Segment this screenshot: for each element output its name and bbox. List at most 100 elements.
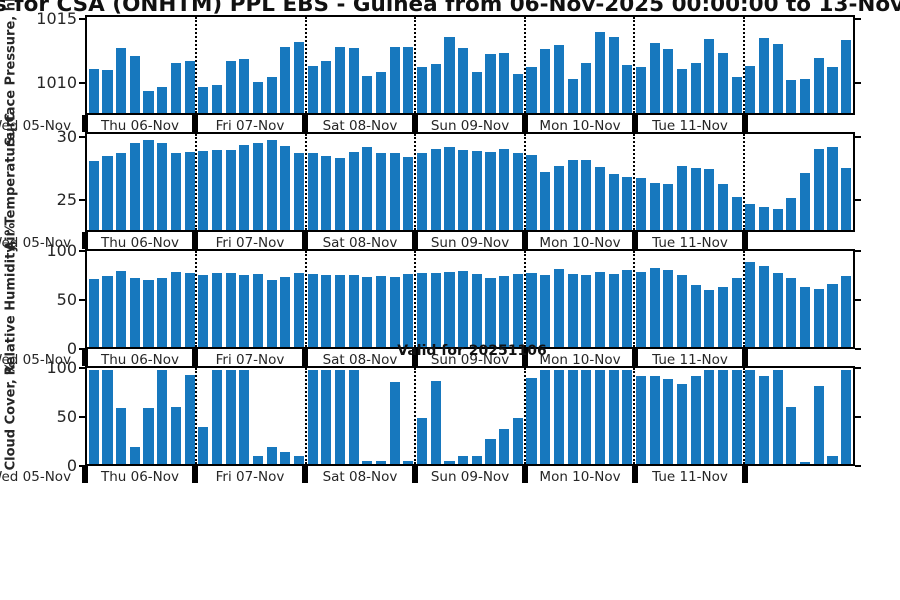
day-tick-label: Sat 08-Nov [322,118,398,134]
surface-pressure-bar [252,82,264,113]
relative-humidity-bar [512,273,523,347]
day-tick-label: Sun 09-Nov [430,469,510,485]
surface-pressure-bar [88,68,99,113]
day-tick-label: Sun 09-Nov [430,118,510,134]
day-tick-label: Sun 09-Nov [430,235,510,251]
cloud-cover-bar [745,369,756,464]
surface-pressure-bar [581,62,592,113]
ytick-mark [855,17,861,20]
air-temperature-bar [116,153,127,230]
day-major-tick [302,349,308,366]
day-major-tick [742,232,748,249]
day-major-tick [632,466,638,483]
day-major-tick [632,349,638,366]
air-temperature-bar [635,177,647,230]
cloud-cover-bar [170,406,181,464]
day-major-tick [82,232,88,249]
day-tick-label: Fri 07-Nov [215,235,285,251]
day-tick-label: Tue 11-Nov [652,235,728,251]
surface-pressure-panel [85,15,855,115]
day-boundary-gridline [523,134,526,230]
cloud-cover-bar [362,461,373,464]
cloud-cover-bar [471,456,482,464]
surface-pressure-bar [690,62,701,113]
air-temperature-bar [540,171,551,230]
day-boundary-gridline [304,134,307,230]
day-tick-label: Fri 07-Nov [215,352,285,368]
day-tick-label: Sat 08-Nov [322,469,398,485]
cloud-cover-bar [198,427,209,464]
day-major-tick [192,232,198,249]
relative-humidity-bar [293,272,305,347]
day-major-tick [412,232,418,249]
relative-humidity-bar [280,277,291,347]
air-temperature-bar [321,155,332,230]
surface-pressure-bar [635,67,647,113]
relative-humidity-bar [170,271,181,347]
day-tick-label: Sun 09-Nov [430,352,510,368]
ytick-mark [855,136,861,139]
leading-day-tick-label: Wed 05-Nov [0,469,72,485]
relative-humidity-bar [362,277,373,347]
relative-humidity-bar [211,272,222,347]
cloud-cover-bar [102,369,113,464]
day-tick-label: Tue 11-Nov [652,118,728,134]
day-major-tick [522,466,528,483]
relative-humidity-bar [307,273,318,347]
ytick-mark [855,348,861,350]
air-temperature-bar [458,149,469,230]
ytick-mark [79,249,85,252]
day-boundary-gridline [633,17,636,113]
cloud-cover-panel [85,366,855,466]
air-temperature-bar [143,140,154,230]
day-tick-label: Thu 06-Nov [100,118,180,134]
surface-pressure-bar [759,37,770,113]
day-tick-label: Thu 06-Nov [100,235,180,251]
surface-pressure-bar [184,61,195,113]
relative-humidity-bar [800,286,811,347]
cloud-cover-bar [239,369,250,464]
cloud-cover-bar [266,447,277,464]
air-temperature-bar [553,165,564,230]
surface-pressure-bar [143,90,154,113]
surface-pressure-bar [663,49,674,113]
relative-humidity-bar [663,269,674,347]
surface-pressure-bar [403,46,414,113]
day-tick-label: Tue 11-Nov [652,352,728,368]
air-temperature-bar [334,158,346,230]
relative-humidity-bar [184,272,195,347]
day-major-tick [412,466,418,483]
day-tick-label: Sat 08-Nov [322,352,398,368]
cloud-cover-bar [608,369,619,464]
surface-pressure-bar [334,46,346,113]
air-temperature-bar [594,166,605,230]
cloud-cover-bar [594,369,605,464]
cloud-cover-bar [116,408,127,464]
day-tick-label: Mon 10-Nov [539,235,621,251]
cloud-cover-bar [403,461,414,464]
relative-humidity-bar [759,266,770,347]
day-boundary-gridline [742,17,745,113]
cloud-cover-bar [334,369,346,464]
relative-humidity-bar [690,284,701,347]
relative-humidity-ytick-label: 0 [66,339,77,358]
day-major-tick [302,115,308,132]
day-major-tick [522,349,528,366]
cloud-cover-bar [348,369,359,464]
relative-humidity-bar [704,289,715,347]
surface-pressure-bar [827,67,838,113]
relative-humidity-bar [786,278,797,347]
day-major-tick [742,466,748,483]
relative-humidity-bar [635,271,647,347]
ytick-mark [855,81,861,84]
surface-pressure-bar [102,69,113,113]
cloud-cover-bar [663,379,674,464]
air-temperature-bar [444,147,455,230]
day-tick-label: Thu 06-Nov [100,352,180,368]
relative-humidity-panel [85,249,855,349]
air-temperature-bar [827,147,838,230]
air-temperature-bar [102,155,113,230]
air-temperature-bar [376,153,387,230]
relative-humidity-bar [731,278,742,347]
